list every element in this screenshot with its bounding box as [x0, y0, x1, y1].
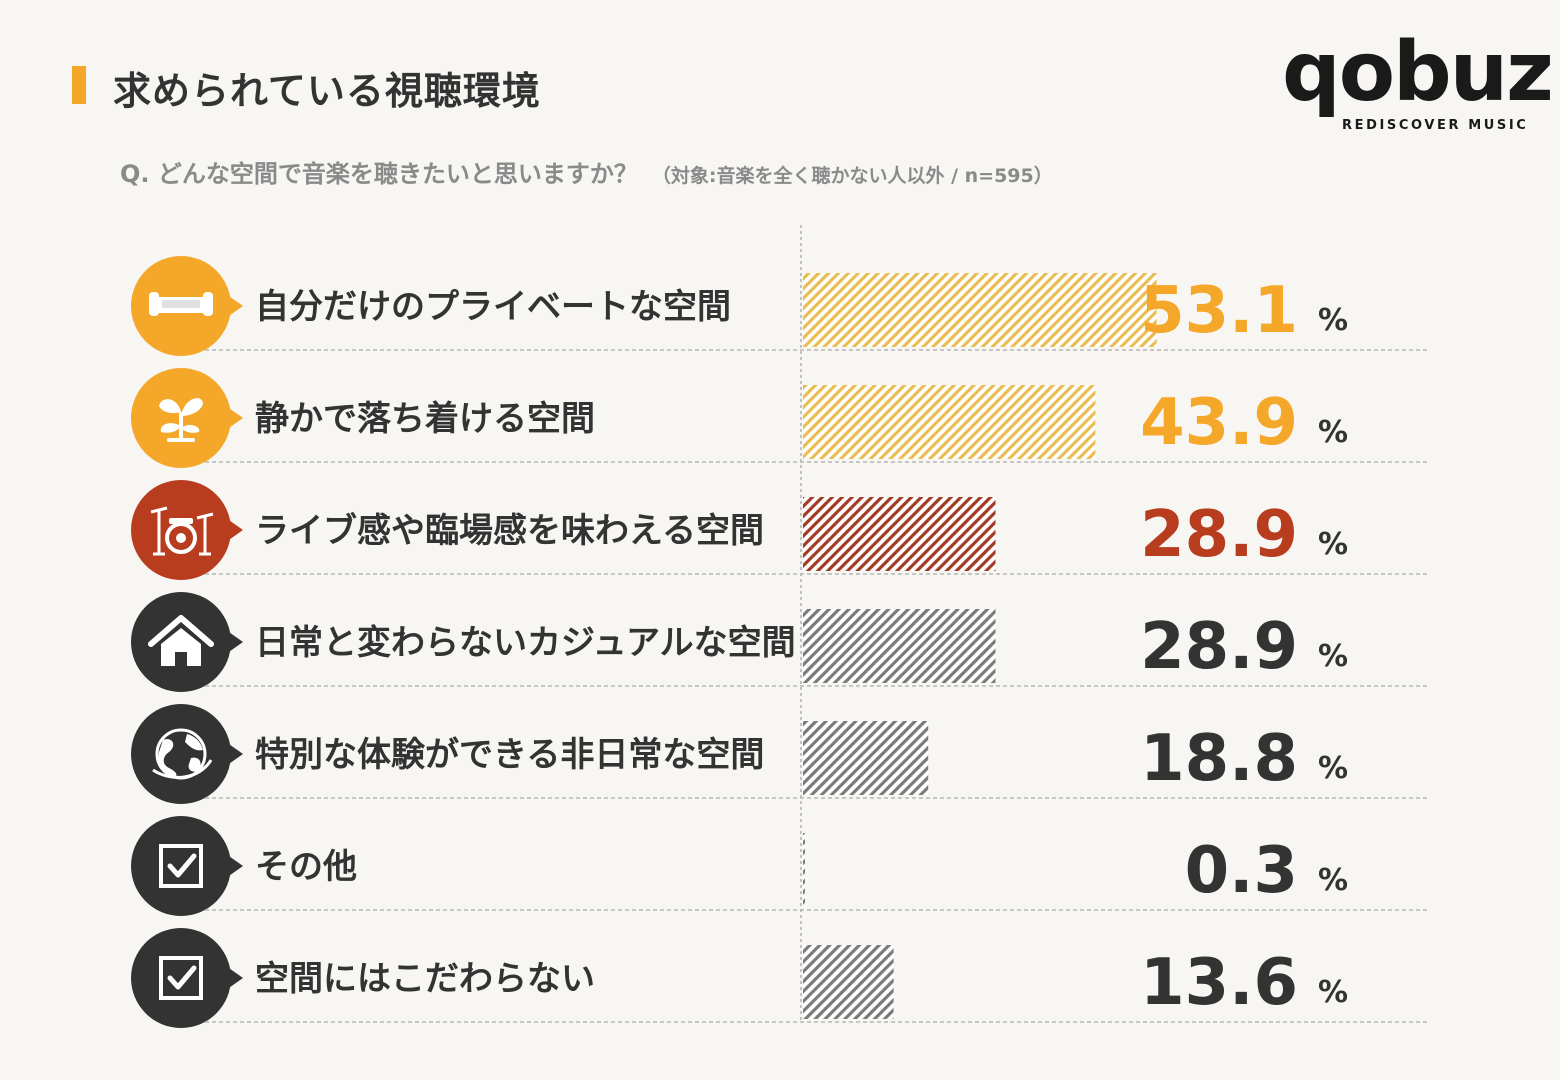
bar — [803, 609, 996, 683]
category-label: 自分だけのプライベートな空間 — [255, 287, 731, 327]
sprout-icon — [159, 398, 203, 442]
bar — [803, 833, 805, 907]
unit-label: % — [1318, 303, 1348, 338]
bar — [803, 721, 929, 795]
icon-circle — [131, 480, 231, 580]
category-label: 特別な体験ができる非日常な空間 — [255, 735, 764, 775]
value-label: 0.3 — [1185, 834, 1298, 908]
chart-row: 特別な体験ができる非日常な空間 18.8% — [131, 704, 1428, 804]
page-title: 求められている視聴環境 — [113, 69, 541, 113]
unit-label: % — [1318, 415, 1348, 450]
chart-row: その他 0.3% — [131, 816, 1428, 916]
category-label: ライブ感や臨場感を味わえる空間 — [255, 511, 764, 551]
value-label: 18.8 — [1140, 722, 1298, 796]
title-accent-bar — [72, 66, 86, 104]
survey-question: Q. どんな空間で音楽を聴きたいと思いますか？ （対象:音楽を全く聴かない人以外 … — [120, 154, 1053, 189]
value-label: 13.6 — [1140, 946, 1298, 1020]
chart-row: 日常と変わらないカジュアルな空間 28.9% — [131, 592, 1428, 692]
bar — [803, 273, 1157, 347]
category-label: 日常と変わらないカジュアルな空間 — [255, 623, 796, 663]
bar — [803, 385, 1096, 459]
unit-label: % — [1318, 975, 1348, 1010]
value-label: 53.1 — [1140, 274, 1298, 348]
globe-icon — [152, 728, 213, 780]
question-text: Q. どんな空間で音楽を聴きたいと思いますか？ — [120, 160, 638, 188]
sofa-icon — [149, 292, 213, 316]
category-label: 静かで落ち着ける空間 — [255, 399, 595, 439]
chart-row: 自分だけのプライベートな空間 53.1% — [131, 256, 1428, 356]
value-label: 28.9 — [1140, 498, 1298, 572]
logo-tagline: REDISCOVER MUSIC — [1342, 118, 1529, 133]
icon-circle — [131, 928, 231, 1028]
bar — [803, 945, 894, 1019]
chart-row: 静かで落ち着ける空間 43.9% — [131, 368, 1428, 468]
checkbox-icon — [159, 956, 203, 1000]
unit-label: % — [1318, 863, 1348, 898]
house-icon — [148, 615, 214, 666]
qobuz-logo: qobuz REDISCOVER MUSIC — [1282, 32, 1554, 134]
drum-kit-icon — [150, 506, 214, 556]
bar — [803, 497, 996, 571]
category-label: その他 — [255, 847, 357, 887]
logo-wordmark: qobuz — [1282, 25, 1554, 120]
chart-row: 空間にはこだわらない 13.6% — [131, 928, 1428, 1028]
value-label: 43.9 — [1140, 386, 1298, 460]
icon-circle — [131, 816, 231, 916]
category-label: 空間にはこだわらない — [255, 959, 595, 999]
checkbox-icon — [159, 844, 203, 888]
chart-row: ライブ感や臨場感を味わえる空間 28.9% — [131, 480, 1428, 580]
unit-label: % — [1318, 751, 1348, 786]
icon-circle — [131, 704, 231, 804]
unit-label: % — [1318, 527, 1348, 562]
sample-note: （対象:音楽を全く聴かない人以外 / n=595） — [651, 165, 1053, 187]
unit-label: % — [1318, 639, 1348, 674]
value-label: 28.9 — [1140, 610, 1298, 684]
